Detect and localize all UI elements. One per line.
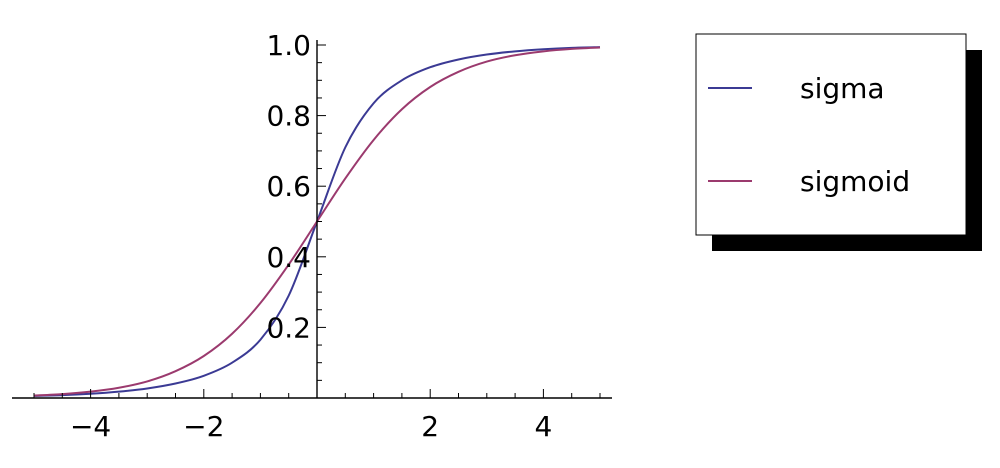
axes: −4 −2 2 4 0.2 0.4 0.6 0.8 1.0 xyxy=(12,29,612,443)
y-tick-label: 1.0 xyxy=(266,29,311,62)
y-tick-label: 0.4 xyxy=(266,241,311,274)
x-tick-label: −4 xyxy=(70,410,111,443)
legend-entries: sigma sigmoid xyxy=(708,72,910,198)
y-tick-label: 0.8 xyxy=(266,100,311,133)
legend-box xyxy=(695,33,967,236)
y-ticks: 0.2 0.4 0.6 0.8 1.0 xyxy=(266,29,326,381)
legend-label-sigma: sigma xyxy=(800,72,885,105)
x-tick-label: 2 xyxy=(421,410,439,443)
legend-label-sigmoid: sigmoid xyxy=(800,165,910,198)
legend: sigma sigmoid xyxy=(695,33,982,251)
y-tick-label: 0.2 xyxy=(266,311,311,344)
x-tick-label: −2 xyxy=(183,410,224,443)
x-tick-label: 4 xyxy=(534,410,552,443)
y-tick-label: 0.6 xyxy=(266,170,311,203)
x-ticks: −4 −2 2 4 xyxy=(33,389,601,443)
